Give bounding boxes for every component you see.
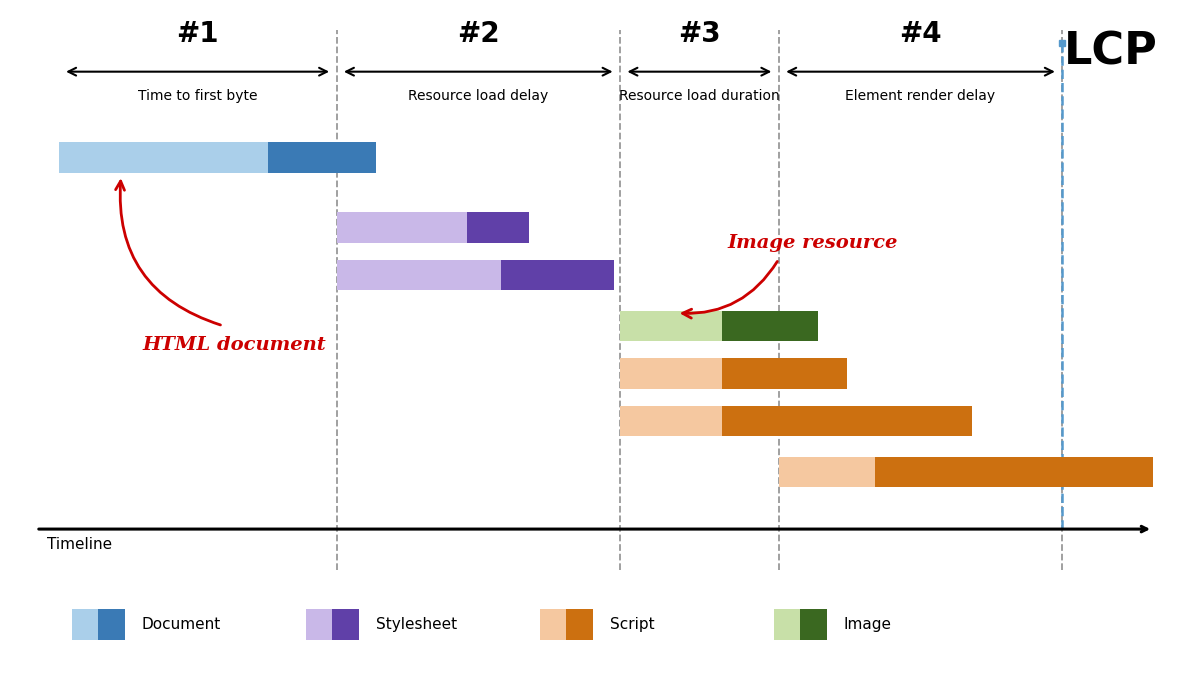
Text: Script: Script — [610, 617, 654, 632]
Bar — [332, 609, 359, 641]
Text: #1: #1 — [176, 20, 218, 47]
Text: Image resource: Image resource — [727, 234, 898, 252]
Text: Element render delay: Element render delay — [846, 90, 996, 103]
Text: LCP: LCP — [1064, 30, 1158, 74]
Bar — [722, 406, 972, 436]
Bar — [774, 609, 800, 641]
Text: HTML document: HTML document — [143, 336, 326, 354]
Bar — [800, 609, 827, 641]
Bar — [269, 142, 377, 173]
Text: Timeline: Timeline — [47, 537, 113, 551]
Bar — [779, 457, 875, 487]
Text: Document: Document — [142, 617, 221, 632]
Bar — [59, 142, 269, 173]
Bar — [620, 406, 722, 436]
Text: #4: #4 — [899, 20, 942, 47]
Text: #3: #3 — [678, 20, 721, 47]
Text: Resource load delay: Resource load delay — [408, 90, 548, 103]
Bar — [72, 609, 98, 641]
Bar — [875, 457, 1153, 487]
Bar — [98, 609, 125, 641]
Bar — [540, 609, 566, 641]
Text: Stylesheet: Stylesheet — [376, 617, 457, 632]
Bar — [306, 609, 332, 641]
Bar — [500, 260, 614, 290]
Bar — [336, 212, 467, 242]
Text: Resource load duration: Resource load duration — [619, 90, 780, 103]
Text: Time to first byte: Time to first byte — [138, 90, 257, 103]
Text: Image: Image — [844, 617, 892, 632]
Bar — [336, 260, 500, 290]
Bar — [620, 358, 722, 389]
Text: #2: #2 — [457, 20, 499, 47]
Bar — [722, 358, 847, 389]
Bar — [620, 310, 722, 341]
Bar — [467, 212, 529, 242]
Bar — [722, 310, 818, 341]
Bar — [566, 609, 593, 641]
